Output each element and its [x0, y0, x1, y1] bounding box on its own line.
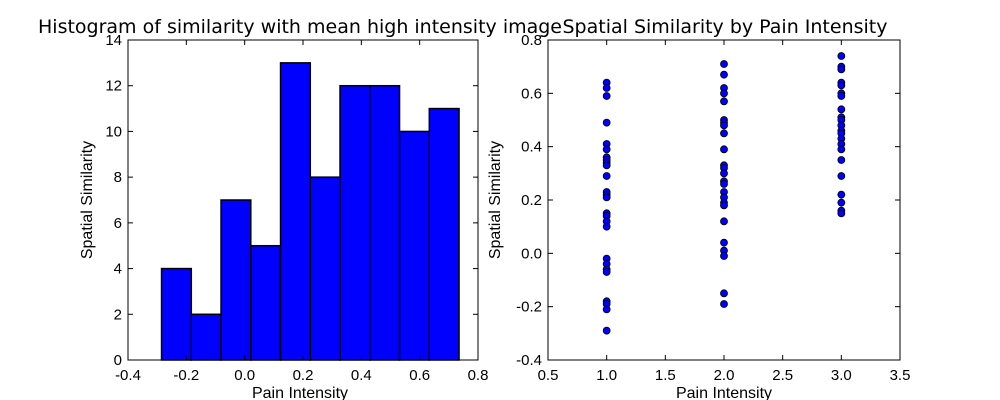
scatter-xtick-label: 2.0: [714, 367, 735, 384]
scatter-point: [837, 156, 846, 164]
scatter-point: [837, 65, 846, 74]
scatter-ytick-label: -0.2: [516, 299, 542, 316]
scatter-xlabel: Pain Intensity: [676, 385, 772, 400]
scatter-points: [602, 52, 846, 335]
scatter-point: [720, 89, 728, 98]
scatter-point: [602, 161, 611, 170]
scatter-point: [720, 300, 728, 308]
histogram-ytick-label: 12: [105, 78, 122, 95]
scatter-point: [837, 92, 846, 100]
scatter-point: [720, 97, 728, 106]
scatter-point: [602, 84, 611, 92]
scatter-ytick-label: 0.8: [521, 32, 542, 49]
scatter-point: [837, 209, 846, 218]
scatter-point: [602, 145, 611, 154]
histogram-xtick-label: -0.4: [115, 367, 141, 384]
histogram-ytick-label: 8: [114, 169, 122, 186]
histogram-title: Histogram of similarity with mean high i…: [38, 16, 562, 38]
scatter-xtick-label: 1.0: [596, 367, 617, 384]
scatter-point: [720, 217, 728, 226]
histogram-bar: [250, 244, 282, 361]
scatter-xtick-label: 3.0: [831, 367, 852, 384]
scatter-point: [602, 222, 611, 231]
histogram-xtick-label: 0.8: [468, 367, 489, 384]
scatter-point: [837, 52, 846, 60]
histogram-ytick-label: 2: [114, 306, 122, 323]
scatter-point: [837, 198, 846, 207]
scatter-ytick-label: 0.2: [521, 192, 542, 209]
histogram-bar: [190, 313, 222, 361]
scatter-point: [720, 238, 728, 247]
scatter-xtick-label: 1.5: [655, 367, 676, 384]
scatter-title: Spatial Similarity by Pain Intensity: [563, 16, 888, 38]
scatter-xtick-label: 0.5: [538, 367, 559, 384]
scatter-xtick-label: 3.5: [890, 367, 911, 384]
scatter-point: [720, 169, 728, 178]
scatter-panel: Spatial Similarity by Pain Intensity 0.5…: [487, 16, 910, 400]
histogram-xtick-label: -0.2: [173, 367, 199, 384]
scatter-point: [720, 180, 728, 188]
histogram-bar: [220, 199, 252, 361]
histogram-xlabel: Pain Intensity: [252, 385, 348, 400]
scatter-ylabel: Spatial Similarity: [487, 141, 504, 259]
histogram-panel: Histogram of similarity with mean high i…: [38, 16, 562, 400]
scatter-point: [837, 190, 846, 199]
scatter-point: [602, 193, 611, 202]
scatter-point: [602, 268, 611, 276]
histogram-ytick-label: 4: [114, 261, 122, 278]
scatter-ytick-label: 0.6: [521, 85, 542, 102]
scatter-point: [837, 81, 846, 90]
histogram-bar: [339, 84, 371, 361]
histogram-ytick-label: 14: [105, 32, 122, 49]
scatter-point: [720, 289, 728, 298]
scatter-point: [602, 92, 611, 100]
scatter-point: [720, 70, 728, 79]
scatter-point: [837, 105, 846, 114]
scatter-xtick-label: 2.5: [772, 367, 793, 384]
histogram-xtick-label: 0.6: [409, 367, 430, 384]
scatter-point: [720, 60, 728, 68]
scatter-point: [720, 201, 728, 210]
histogram-ytick-label: 6: [114, 215, 122, 232]
histogram-bar: [309, 176, 341, 361]
scatter-point: [837, 145, 846, 154]
scatter-point: [602, 172, 611, 180]
scatter-ytick-label: 0.0: [521, 245, 542, 262]
histogram-bar: [398, 130, 431, 361]
histogram-bar: [279, 62, 312, 361]
scatter-point: [720, 129, 728, 138]
histogram-xtick-label: 0.0: [234, 367, 255, 384]
scatter-point: [602, 305, 611, 314]
scatter-point: [602, 118, 611, 127]
histogram-ticks: -0.4 -0.2 0.0 0.2 0.4 0.6 0.8 0 2 4 6 8 10 12 14: [105, 32, 488, 384]
histogram-xtick-label: 0.4: [351, 367, 372, 384]
histogram-ylabel: Spatial Similarity: [79, 141, 96, 259]
histogram-bar: [160, 267, 193, 361]
histogram-ytick-label: 0: [114, 352, 122, 369]
histogram-bar: [369, 84, 401, 361]
scatter-ytick-label: 0.4: [521, 139, 542, 156]
scatter-point: [837, 172, 846, 180]
scatter-point: [720, 252, 728, 260]
scatter-ytick-label: -0.4: [516, 352, 542, 369]
histogram-bar: [428, 107, 460, 361]
histogram-bars: [160, 62, 460, 361]
scatter-point: [720, 121, 728, 130]
scatter-point: [720, 145, 728, 154]
scatter-ticks: 0.5 1.0 1.5 2.0 2.5 3.0 3.5 -0.4 -0.2 0.0 0.2 0.4 0.…: [516, 32, 910, 384]
histogram-ytick-label: 10: [105, 123, 122, 140]
histogram-xtick-label: 0.2: [293, 367, 314, 384]
scatter-point: [602, 326, 611, 335]
